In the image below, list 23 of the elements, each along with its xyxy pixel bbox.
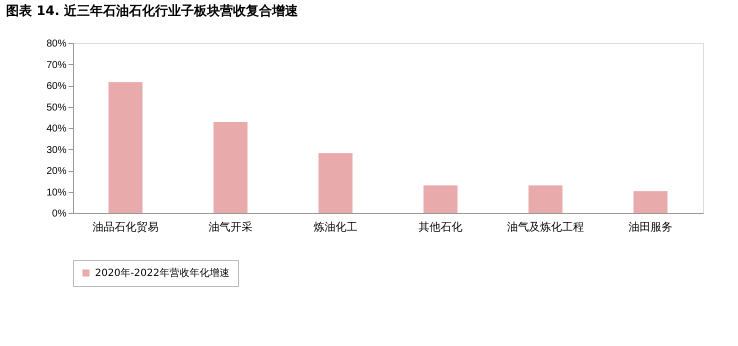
y-tick-label: 40%	[46, 124, 67, 134]
bar	[424, 185, 458, 213]
x-tick-label: 油气开采	[208, 220, 252, 234]
bar	[214, 122, 248, 213]
y-tick-label: 20%	[46, 166, 67, 177]
bar	[528, 185, 562, 213]
x-tick-label: 油品石化贸易	[92, 220, 158, 234]
y-tick-label: 60%	[46, 81, 67, 92]
x-tick-label: 油气及炼化工程	[507, 220, 584, 234]
legend-label: 2020年-2022年营收年化增速	[95, 267, 230, 279]
bar	[318, 153, 352, 213]
bar	[634, 191, 668, 213]
y-tick-label: 10%	[46, 187, 67, 198]
x-tick-label: 其他石化	[418, 220, 462, 234]
x-tick-label: 油田服务	[628, 220, 672, 234]
y-tick-label: 30%	[46, 144, 67, 156]
bar	[108, 82, 142, 213]
x-tick-label: 炼油化工	[314, 220, 358, 234]
y-tick-label: 50%	[46, 102, 67, 114]
y-tick-label: 70%	[46, 60, 67, 71]
y-tick-label: 80%	[46, 38, 67, 50]
y-tick-label: 0%	[52, 208, 67, 220]
chart-title: 图表 14. 近三年石油石化行业子板块营收复合增速	[6, 3, 300, 19]
